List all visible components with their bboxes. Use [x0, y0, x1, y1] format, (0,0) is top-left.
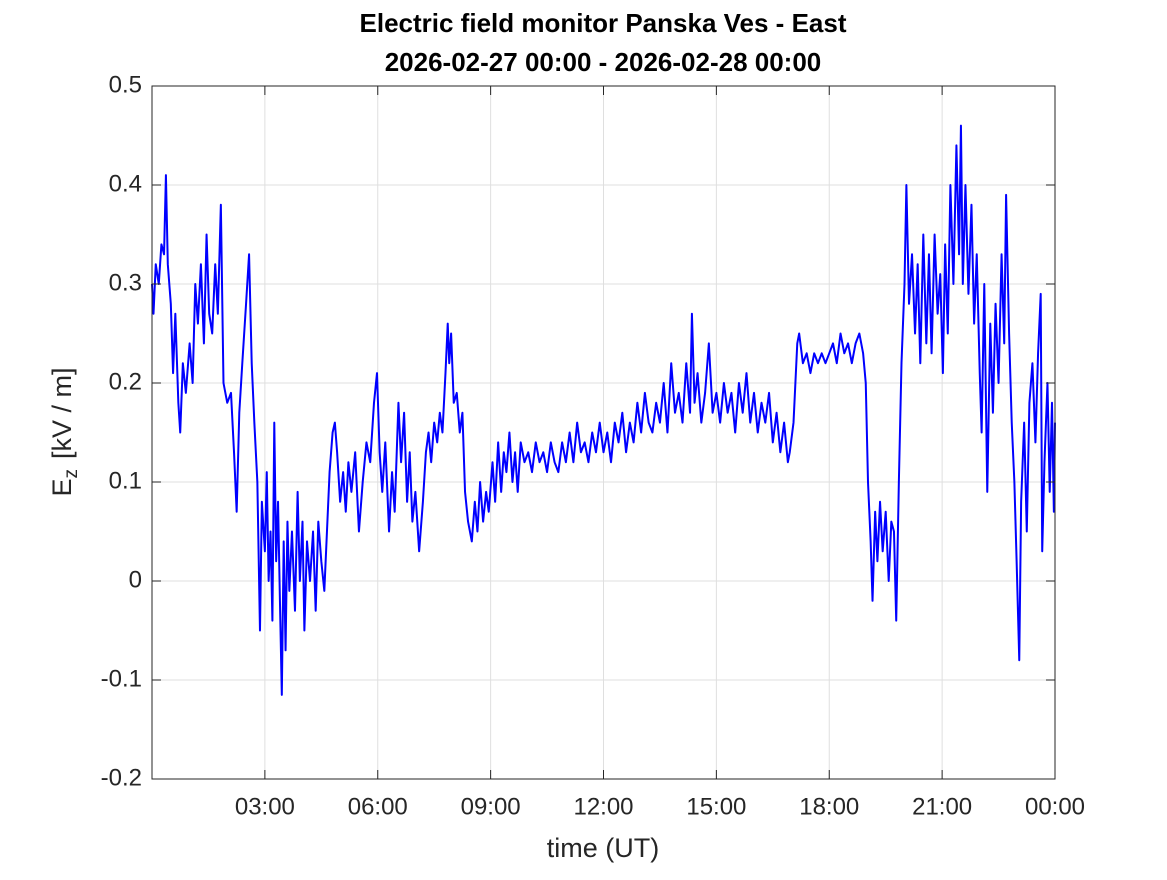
data-lines: [151, 124, 1056, 696]
chart-subtitle: 2026-02-27 00:00 - 2026-02-28 00:00: [385, 47, 822, 77]
x-tick-label: 21:00: [912, 793, 972, 820]
x-tick-label: 03:00: [235, 793, 295, 820]
x-tick-label: 18:00: [799, 793, 859, 820]
x-axis-label: time (UT): [547, 833, 659, 863]
y-tick-label: 0.4: [109, 170, 142, 197]
y-tick-label: 0.3: [109, 269, 142, 296]
y-label-rest: [kV / m]: [47, 367, 77, 459]
y-tick-label: 0.2: [109, 368, 142, 395]
x-tick-label: 06:00: [348, 793, 408, 820]
chart-title: Electric field monitor Panska Ves - East: [360, 8, 847, 38]
x-tick-label: 12:00: [573, 793, 633, 820]
y-tick-label: -0.1: [101, 665, 142, 692]
x-tick-label: 00:00: [1025, 793, 1085, 820]
x-tick-label: 15:00: [686, 793, 746, 820]
data-line: [151, 124, 1056, 696]
y-label-sub: z: [61, 469, 82, 479]
y-label-base: E: [47, 479, 77, 497]
y-tick-label: 0.1: [109, 467, 142, 494]
x-tick-label: 09:00: [461, 793, 521, 820]
y-axis-label: Ez [kV / m]: [47, 367, 82, 496]
y-tick-label: -0.2: [101, 764, 142, 791]
y-tick-label: 0: [129, 566, 142, 593]
y-tick-label: 0.5: [109, 71, 142, 98]
ticks: -0.2 -0.1 0 0.1 0.2 0.3 0.4 0.5 03:00 06:00 09:00 1…: [101, 71, 1085, 820]
